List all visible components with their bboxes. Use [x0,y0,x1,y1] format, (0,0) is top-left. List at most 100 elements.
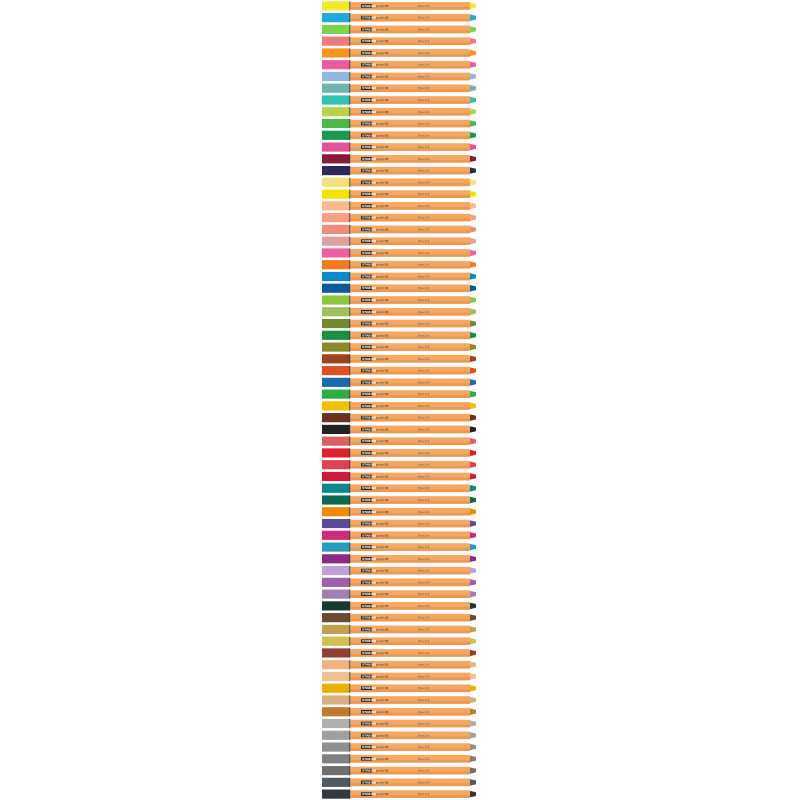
pen-cap-edge [349,118,351,129]
pen-label [361,51,372,55]
pen-body [350,437,470,446]
pen-brand: STABILO [362,474,377,478]
pen: STABILO point 88 fine 0.4 [322,118,476,129]
pen-body-shade [350,65,470,69]
pen-cap-edge [349,648,351,658]
pen-body [350,402,470,410]
pen-label [361,592,372,596]
pen-tip [470,437,476,445]
pen-brand: STABILO [362,639,377,643]
pen-tip [470,308,476,315]
pen-brand: STABILO [362,486,377,490]
pen-label [361,580,372,585]
pen-model: point 88 [376,169,389,173]
pen-label [361,392,372,396]
pen: STABILO point 88 fine 0.4 [322,577,476,587]
pen-tip-size: fine 0.4 [418,227,429,231]
pen-tip [470,273,476,280]
pen-tip [470,26,476,33]
pen-label [361,427,372,432]
pen-cap-edge [349,589,351,599]
pen-model: point 88 [376,380,389,384]
pen-model: point 88 [376,510,389,514]
pen-tip-size: fine 0.4 [418,180,429,184]
pen-body [350,719,470,728]
pen-label [361,27,372,32]
pen-cap-edge [349,601,351,611]
pen-label [361,615,372,620]
pen: STABILO point 88 fine 0.4 [322,542,476,552]
pen-model: point 88 [376,792,389,796]
pen-cap-edge [349,318,351,329]
pen-brand: STABILO [362,557,377,561]
pen-body-shade [350,618,470,622]
pen-brand: STABILO [362,651,377,655]
pen-tip-size: fine 0.4 [418,286,429,290]
pen-cap-edge [349,36,351,46]
pen-model: point 88 [376,392,389,396]
pen-cap-edge [349,1,351,11]
pen-brand: STABILO [362,86,377,90]
pen-tip-size: fine 0.4 [418,322,429,326]
pen-body [350,60,470,69]
pen-body [350,731,470,740]
pen-tip [470,485,476,492]
pen-tip-size: fine 0.4 [418,745,429,749]
pen-cap [322,401,350,411]
pen-brand: STABILO [362,510,377,514]
pen: STABILO point 88 fine 0.4 [322,224,476,234]
pen-cap [322,271,350,282]
pen-model: point 88 [376,263,389,267]
pen-body-shade [350,595,470,598]
pen-body-shade [350,159,470,163]
pen-cap-edge [349,613,351,623]
pen-body-shade [350,512,470,516]
pen-cap [322,71,350,82]
pen-tip [470,767,476,774]
pen-body-shade [350,547,470,551]
pen-cap-edge [349,518,351,529]
pen-tip [470,543,476,551]
pen-label [361,368,372,373]
pen-label [361,204,372,208]
pen-tip-size: fine 0.4 [418,651,429,655]
pen-cap [322,777,350,787]
pen-body-shade [350,689,470,693]
pen-body [350,319,470,328]
pen-tip [470,226,476,233]
pen-body [350,472,470,481]
pen-brand: STABILO [362,686,377,690]
pen-cap [322,189,350,199]
pen-model: point 88 [376,4,389,8]
pen-cap [322,283,350,293]
pen-tip [470,590,476,598]
pen-model: point 88 [376,369,389,373]
pen-model: point 88 [376,769,389,773]
pen-cap-edge [349,130,351,140]
pen-body-shade [350,712,470,716]
pen: STABILO point 88 fine 0.4 [322,730,476,740]
pen-tip [470,602,476,610]
pen-cap [322,154,350,164]
pen: STABILO point 88 fine 0.4 [322,60,476,70]
pen-label [361,486,372,491]
pen-label [361,321,372,326]
pen-label [361,792,372,796]
pen-body [350,131,470,140]
pen-tip [470,190,476,198]
pen-body-shade [350,536,470,540]
pen-label [361,768,372,773]
pen-cap-edge [349,142,351,152]
pen-body-shade [350,571,470,575]
pen: STABILO point 88 fine 0.4 [322,48,476,58]
pen-tip [470,167,476,174]
pen-brand: STABILO [362,251,377,255]
pen-label [361,627,372,632]
pen-body [350,484,470,493]
pen: STABILO point 88 fine 0.4 [322,342,476,352]
pen-cap [322,48,350,58]
pen-brand: STABILO [362,710,377,714]
pen-body [350,84,470,93]
pen-body [350,531,470,540]
